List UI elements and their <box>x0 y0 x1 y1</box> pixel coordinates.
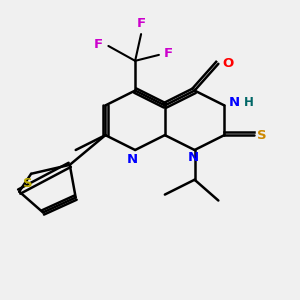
Text: F: F <box>93 38 102 51</box>
Text: F: F <box>164 47 172 60</box>
Text: S: S <box>257 129 267 142</box>
Text: O: O <box>223 57 234 70</box>
Text: H: H <box>244 96 254 109</box>
Text: F: F <box>136 16 146 30</box>
Text: N: N <box>188 152 199 164</box>
Text: N: N <box>127 153 138 166</box>
Text: N: N <box>229 96 240 109</box>
Text: S: S <box>23 177 33 190</box>
